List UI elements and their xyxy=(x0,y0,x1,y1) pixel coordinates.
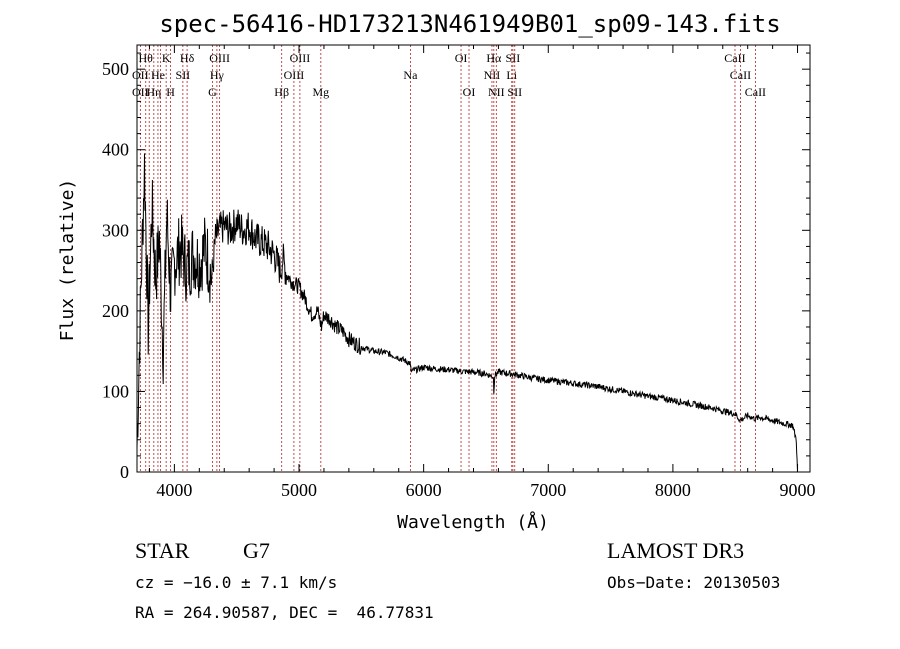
x-axis-label: Wavelength (Å) xyxy=(397,511,549,533)
line-label: Mg xyxy=(312,85,329,99)
line-label: OI xyxy=(463,85,476,99)
line-label: SII xyxy=(506,51,521,65)
x-tick-label: 4000 xyxy=(156,480,192,500)
line-label: CaII xyxy=(730,68,751,82)
line-label: Hδ xyxy=(180,51,195,65)
x-axis: 4000 5000 6000 7000 8000 9000 xyxy=(148,45,816,500)
chart-title: spec-56416-HD173213N461949B01_sp09-143.f… xyxy=(159,10,780,38)
line-label: CaII xyxy=(745,85,766,99)
line-label: OI xyxy=(455,51,468,65)
object-subclass: G7 xyxy=(243,538,270,563)
survey-name: LAMOST DR3 xyxy=(607,538,745,563)
line-label: SII xyxy=(176,68,191,82)
line-label: OII xyxy=(132,68,149,82)
coordinates: RA = 264.90587, DEC = 46.77831 xyxy=(135,603,434,622)
spectrum-line xyxy=(136,153,798,473)
line-label: Hγ xyxy=(210,68,225,82)
line-label: H xyxy=(166,85,175,99)
line-label: Hη xyxy=(146,85,161,99)
object-class: STAR xyxy=(135,538,190,563)
x-tick-label: 7000 xyxy=(530,480,566,500)
y-axis-label: Flux (relative) xyxy=(57,179,78,342)
x-tick-label: 5000 xyxy=(281,480,317,500)
line-label: Hβ xyxy=(274,85,289,99)
y-tick-label: 500 xyxy=(102,59,129,79)
y-axis: 0 100 200 300 400 500 xyxy=(102,52,810,482)
line-label: OIII xyxy=(209,51,230,65)
x-tick-label: 9000 xyxy=(780,480,816,500)
spectrum-series xyxy=(136,153,798,473)
plot-frame xyxy=(136,44,811,473)
y-tick-label: 400 xyxy=(102,140,129,160)
line-label: Hα xyxy=(486,51,502,65)
line-markers: OIIOIIHθHηHeKHSIIHδGHγOIIIHβOIIIOIIIMgNa… xyxy=(132,45,766,472)
line-label: SII xyxy=(507,85,522,99)
spectrum-chart: spec-56416-HD173213N461949B01_sp09-143.f… xyxy=(57,10,816,533)
line-label: Na xyxy=(403,68,418,82)
line-label: OIII xyxy=(290,51,311,65)
redshift-velocity: cz = −16.0 ± 7.1 km/s xyxy=(135,573,338,592)
line-label: He xyxy=(151,68,165,82)
y-tick-label: 100 xyxy=(102,381,129,401)
y-tick-label: 300 xyxy=(102,220,129,240)
line-label: NII xyxy=(488,85,505,99)
line-label: CaII xyxy=(724,51,745,65)
observation-date: Obs−Date: 20130503 xyxy=(607,573,781,592)
line-label: OII xyxy=(132,85,149,99)
line-label: OIII xyxy=(284,68,305,82)
line-label: Li xyxy=(506,68,517,82)
line-label: NII xyxy=(484,68,501,82)
y-tick-label: 200 xyxy=(102,301,129,321)
line-label: K xyxy=(162,51,171,65)
line-label: G xyxy=(208,85,217,99)
x-tick-label: 6000 xyxy=(406,480,442,500)
y-tick-label: 0 xyxy=(120,462,129,482)
x-tick-label: 8000 xyxy=(655,480,691,500)
